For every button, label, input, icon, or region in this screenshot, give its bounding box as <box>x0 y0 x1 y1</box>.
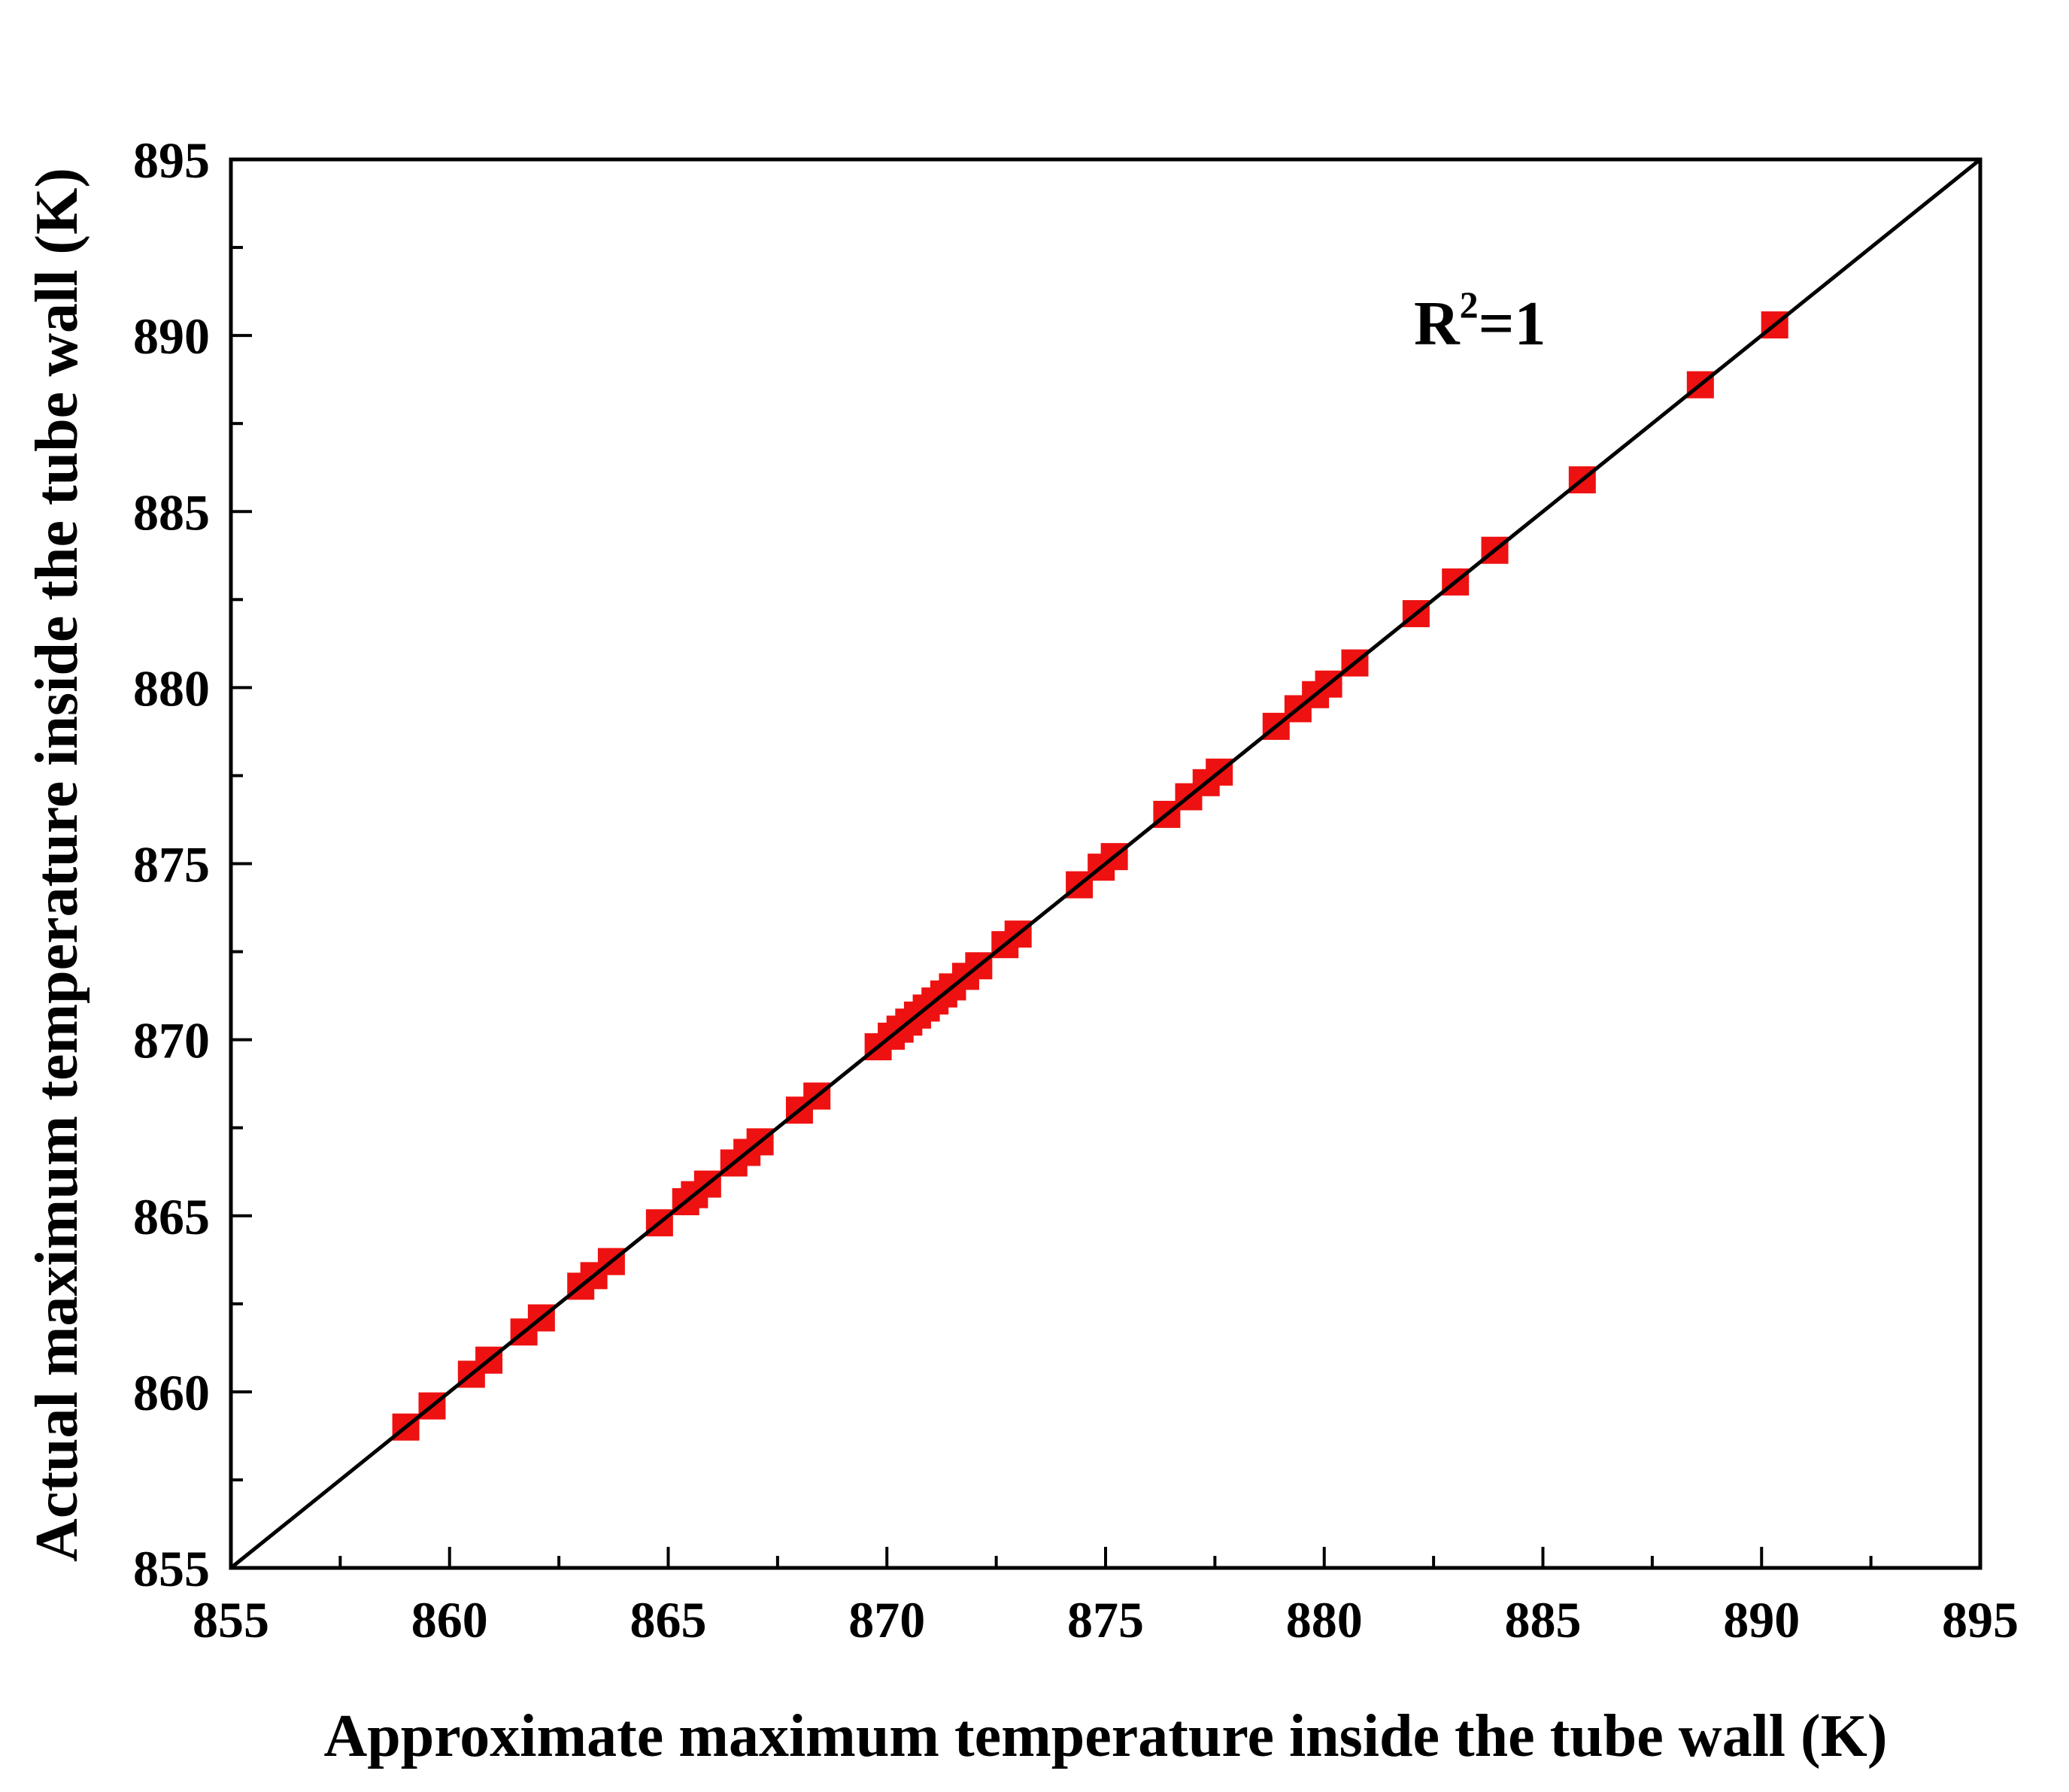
x-tick-labels: 855 860 865 870 875 880 885 890 895 <box>193 1591 2019 1648</box>
y-tick-labels: 855 860 865 870 875 880 885 890 895 <box>133 132 210 1597</box>
x-tick-label: 880 <box>1286 1591 1363 1648</box>
y-tick-label: 890 <box>133 308 210 365</box>
y-axis-title: Actual maximum temperature inside the tu… <box>24 168 90 1562</box>
y-tick-label: 880 <box>133 659 210 717</box>
y-tick-label: 895 <box>133 132 210 189</box>
y-tick-label: 860 <box>133 1364 210 1421</box>
y-tick-label: 875 <box>133 836 210 893</box>
x-tick-label: 870 <box>848 1591 925 1648</box>
x-axis-title: Approximate maximum temperature inside t… <box>323 1703 1887 1769</box>
x-tick-label: 895 <box>1942 1591 2019 1648</box>
y-tick-label: 865 <box>133 1188 210 1245</box>
r-squared-annotation: R2=1 <box>1414 284 1546 359</box>
x-tick-label: 855 <box>193 1591 269 1648</box>
y-tick-label: 870 <box>133 1012 210 1069</box>
r-squared-superscript: 2 <box>1460 284 1479 326</box>
axis-ticks <box>229 158 1982 1569</box>
r-squared-base: R <box>1414 289 1461 359</box>
x-tick-label: 860 <box>411 1591 488 1648</box>
y-tick-label: 855 <box>133 1540 210 1597</box>
x-tick-label: 885 <box>1505 1591 1582 1648</box>
x-tick-label: 875 <box>1067 1591 1144 1648</box>
x-tick-label: 890 <box>1723 1591 1800 1648</box>
x-tick-label: 865 <box>630 1591 707 1648</box>
r-squared-value: =1 <box>1479 289 1546 359</box>
y-tick-label: 885 <box>133 484 210 541</box>
reference-line <box>229 158 1982 1569</box>
